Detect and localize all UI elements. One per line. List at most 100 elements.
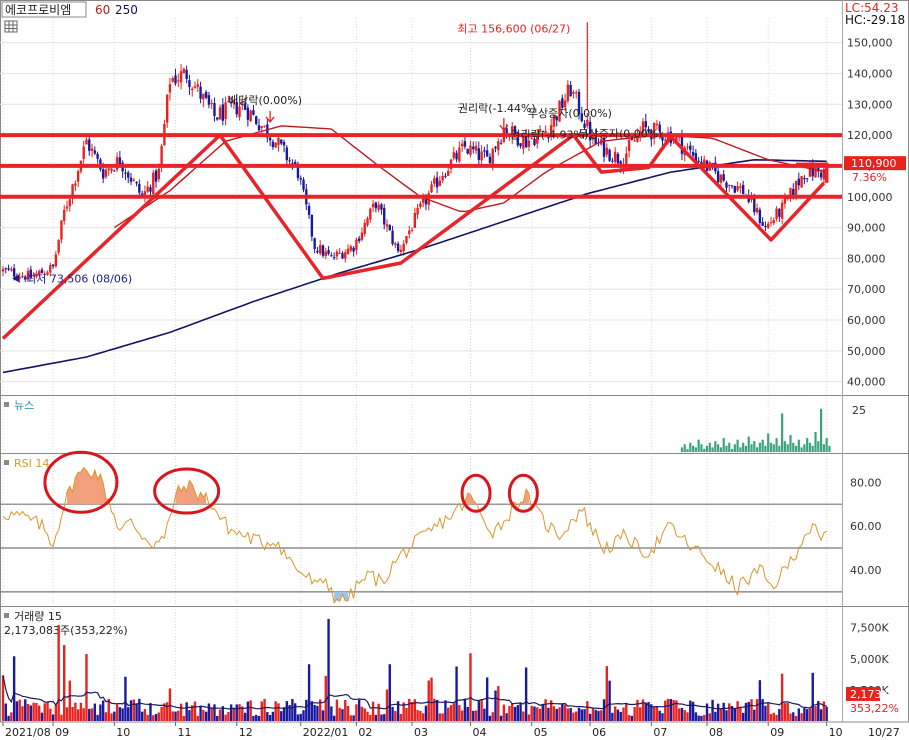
candle-body — [644, 121, 647, 128]
volume-ma-line — [2, 675, 827, 710]
grid-icon[interactable] — [4, 20, 18, 33]
news-bar — [700, 444, 703, 452]
volume-bar — [43, 703, 46, 721]
candle-body — [680, 136, 684, 154]
news-bar — [781, 413, 784, 452]
current-change-label: 7.36% — [852, 171, 887, 184]
news-bar — [686, 448, 689, 452]
volume-bar — [764, 705, 767, 721]
volume-bar — [399, 713, 403, 721]
candle-body — [191, 88, 194, 91]
news-bar — [792, 442, 795, 452]
volume-bar — [433, 698, 436, 721]
volume-bar — [711, 699, 714, 721]
candle-body — [769, 222, 773, 224]
volume-bar — [588, 713, 592, 721]
news-bar — [736, 439, 739, 452]
news-bar — [803, 444, 806, 452]
news-bar — [825, 438, 828, 452]
volume-bar — [474, 710, 478, 721]
volume-bar — [288, 705, 291, 721]
volume-bar — [341, 709, 344, 721]
candle-body — [772, 220, 775, 224]
candle-body — [374, 202, 378, 209]
news-bar — [819, 408, 823, 452]
candle-body — [18, 276, 21, 279]
volume-bar — [371, 701, 375, 721]
volume-bar — [138, 698, 141, 721]
candle-body — [213, 103, 216, 117]
volume-panel-handle[interactable] — [4, 613, 9, 618]
rsi-panel-handle[interactable] — [4, 460, 9, 465]
volume-bar — [299, 713, 302, 721]
news-bar — [817, 441, 820, 452]
candle-body — [330, 255, 333, 257]
volume-bar — [40, 712, 44, 721]
volume-bar — [174, 711, 177, 721]
volume-bar — [694, 712, 698, 721]
candle-body — [522, 136, 525, 149]
candle-body — [196, 84, 199, 87]
candle-body — [505, 128, 508, 136]
candle-body — [179, 71, 183, 83]
volume-bar — [338, 707, 341, 721]
candle-body — [767, 223, 770, 228]
volume-bar — [280, 711, 283, 721]
volume-bar — [207, 703, 211, 721]
volume-bar — [716, 703, 720, 721]
volume-bar — [277, 703, 280, 721]
candle-body — [332, 257, 336, 259]
candle-body — [107, 168, 110, 170]
news-bar — [680, 447, 684, 452]
volume-bar — [783, 703, 787, 721]
candle-body — [758, 209, 762, 223]
volume-bar — [822, 701, 826, 721]
news-panel-handle[interactable] — [4, 402, 9, 407]
volume-bar — [719, 708, 723, 721]
candle-body — [143, 191, 147, 197]
volume-bar — [29, 705, 33, 721]
candle-body — [455, 152, 458, 160]
volume-bar — [18, 699, 21, 721]
volume-bar — [35, 702, 38, 721]
candle-body — [182, 68, 186, 73]
news-bar — [794, 445, 798, 452]
volume-bar — [99, 704, 102, 721]
volume-bar — [1, 675, 5, 721]
news-bar — [814, 431, 817, 452]
candle-body — [630, 138, 634, 140]
candle-body — [185, 69, 188, 79]
volume-bar — [152, 715, 155, 721]
news-bar — [728, 442, 731, 452]
news-bar — [750, 444, 753, 452]
volume-bar — [636, 699, 639, 721]
volume-bar — [307, 664, 311, 721]
volume-bar — [733, 708, 737, 721]
volume-bar — [179, 703, 183, 721]
candle-body — [57, 240, 60, 253]
candle-body — [229, 101, 233, 104]
volume-bar — [458, 705, 461, 721]
volume-bar — [396, 701, 400, 721]
candle-body — [424, 198, 428, 205]
volume-bar — [143, 708, 147, 721]
volume-bar — [127, 707, 130, 721]
candle-body — [168, 84, 172, 93]
rsi-overbought-fill — [175, 480, 207, 505]
volume-bar — [586, 701, 589, 721]
rsi-highlight-circle — [153, 467, 221, 515]
volume-bar — [274, 701, 277, 721]
volume-bar — [789, 713, 792, 721]
x-axis: 2021/08 09 10 11 12 2022/01 02 03 04 05 06 07 08 09 10… — [2, 722, 900, 739]
volume-bar — [491, 712, 494, 721]
candle-body — [210, 103, 213, 105]
news-bar — [778, 445, 781, 452]
volume-bar — [675, 700, 678, 721]
candle-body — [104, 169, 108, 177]
stock-name-box[interactable] — [1, 1, 87, 18]
candle-body — [391, 230, 394, 244]
volume-bar — [469, 653, 472, 721]
volume-bar — [32, 702, 35, 721]
candle-body — [349, 246, 353, 251]
volume-bar — [505, 713, 508, 721]
